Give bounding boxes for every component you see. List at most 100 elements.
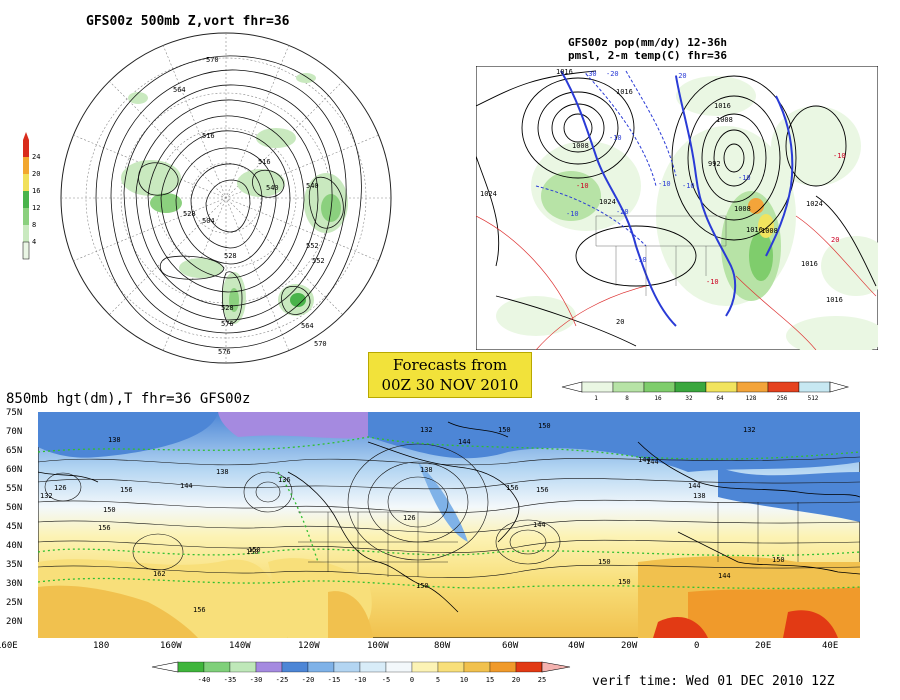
isobar-label: 1008 [761, 227, 778, 235]
isobar-label: 1016 [714, 102, 731, 110]
temp-label: -10 [658, 180, 671, 188]
cb-swatch [23, 140, 29, 157]
lon-label: 20E [755, 641, 772, 651]
lon-label: 180 [93, 641, 110, 651]
cb-swatch [23, 174, 29, 191]
temp-label: -10 [833, 152, 846, 160]
contour-label: 138 [693, 492, 706, 500]
isobar-label: 1016 [801, 260, 818, 268]
contour-label: 552 [312, 257, 325, 265]
lat-label: 30N [6, 579, 23, 589]
temp-contours-red [476, 215, 877, 350]
panel-500mb-map: 570 564 516 516 540 540 528 504 528 552 … [60, 32, 392, 364]
contour-label: 138 [420, 466, 433, 474]
lat-label: 55N [6, 484, 23, 494]
cb-swatch [333, 661, 361, 673]
lon-label: 160W [160, 641, 182, 651]
cb-tick: 25 [538, 676, 546, 684]
contour-label: 528 [183, 210, 196, 218]
cb-swatch [767, 381, 800, 393]
lon-label: 120W [298, 641, 320, 651]
contour-label: 132 [420, 426, 433, 434]
cb-tick: -20 [302, 676, 315, 684]
isobar-label: 1008 [572, 142, 589, 150]
isobar-label: 1016 [556, 68, 573, 76]
lon-label: 80W [434, 641, 451, 651]
lat-label: 50N [6, 503, 23, 513]
contour-labels-850: 138 138 136 144 150 144 132 126 132 150 … [40, 422, 785, 614]
colorbar-left-arrow [151, 661, 179, 673]
lat-label: 70N [6, 427, 23, 437]
cb-tick: 128 [746, 395, 757, 402]
temp-label: -10 [706, 278, 719, 286]
cb-swatch [643, 381, 676, 393]
panel-850mb-colorbar: -40 -35 -30 -25 -20 -15 -10 -5 0 5 10 15… [151, 661, 571, 684]
temp-label: -10 [576, 182, 589, 190]
cb-tick: 16 [32, 187, 40, 195]
isobar-label: 1008 [716, 116, 733, 124]
cb-tick: -10 [354, 676, 367, 684]
panel-precip-map: 1016 1016 1008 1016 1008 1008 992 1024 1… [476, 66, 878, 350]
lon-label: 140W [229, 641, 251, 651]
contour-label: 150 [103, 506, 116, 514]
cb-swatch [411, 661, 439, 673]
cb-swatch [22, 241, 30, 260]
contour-label: 126 [54, 484, 67, 492]
cb-swatch [581, 381, 614, 393]
contour-label: 144 [718, 572, 731, 580]
contour-label: 144 [458, 438, 471, 446]
cb-swatch [177, 661, 205, 673]
contour-label: 150 [538, 422, 551, 430]
temp-label: -20 [606, 70, 619, 78]
cb-tick: 512 [808, 395, 819, 402]
coastlines [38, 421, 860, 613]
panel-precip-title: GFS00z pop(mm/dy) 12-36h pmsl, 2-m temp(… [568, 36, 727, 62]
cb-swatch [705, 381, 738, 393]
lat-label: 45N [6, 522, 23, 532]
cb-tick: 10 [460, 676, 468, 684]
cb-swatch [515, 661, 543, 673]
temp-label: -30 [584, 70, 597, 78]
contour-label: 150 [618, 578, 631, 586]
contour-label: 528 [221, 304, 234, 312]
political-boundaries [595, 215, 727, 296]
coastline-freezing-line [560, 70, 794, 327]
height-contours [95, 55, 362, 349]
cb-swatch [23, 225, 29, 242]
contour-label: 126 [403, 514, 416, 522]
contour-label: 150 [416, 582, 429, 590]
cb-swatch [359, 661, 387, 673]
isobar-label: 1024 [599, 198, 616, 206]
temp-label: -10 [609, 134, 622, 142]
contour-label: 150 [772, 556, 785, 564]
cb-tick: 15 [486, 676, 494, 684]
contour-label: 136 [278, 476, 291, 484]
panel-precip-title-line2: pmsl, 2-m temp(C) fhr=36 [568, 49, 727, 62]
cb-swatch [281, 661, 309, 673]
cb-tick: 8 [32, 221, 36, 229]
temperature-shading [38, 412, 860, 638]
height-contours-850 [38, 443, 860, 578]
contour-label: 138 [216, 468, 229, 476]
contour-label: 504 [202, 217, 215, 225]
cb-swatch [255, 661, 283, 673]
cb-tick: 12 [32, 204, 40, 212]
temp-label: -10 [682, 182, 695, 190]
cb-tick: 4 [32, 238, 36, 246]
isobar-label: 992 [708, 160, 721, 168]
contour-label: 576 [221, 320, 234, 328]
contour-label: 516 [258, 158, 271, 166]
cb-swatch [798, 381, 831, 393]
contour-label: 150 [246, 548, 259, 556]
colorbar-left-arrow [561, 381, 583, 393]
cb-swatch [385, 661, 413, 673]
lon-label: 160E [0, 641, 18, 651]
contour-label: 132 [40, 492, 53, 500]
contour-label: 144 [688, 482, 701, 490]
cb-swatch [307, 661, 335, 673]
cb-tick: 1 [594, 395, 598, 402]
contour-label: 570 [206, 56, 219, 64]
cb-tick: -25 [276, 676, 289, 684]
contour-label: 150 [498, 426, 511, 434]
cb-tick: 32 [685, 395, 693, 402]
